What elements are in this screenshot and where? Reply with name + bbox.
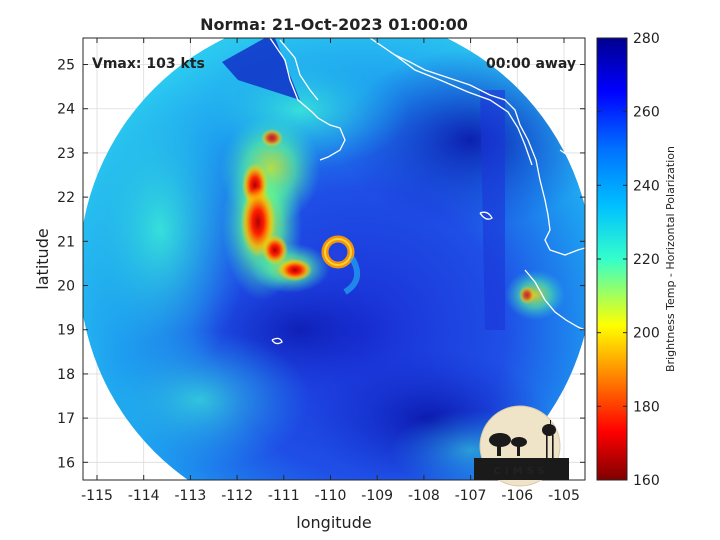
colorbar-tick-label: 200 — [633, 326, 660, 342]
logo-text: CIMSS — [494, 466, 549, 477]
x-tick-label: -115 — [81, 488, 113, 504]
x-axis-ticks: -115 -114 -113 -112 -111 -110 -109 -108 -107 -106… — [81, 38, 580, 504]
colorbar-tick-label: 220 — [633, 252, 660, 268]
y-tick-label: 16 — [57, 455, 75, 471]
y-tick-label: 20 — [57, 279, 75, 295]
x-tick-label: -112 — [221, 488, 253, 504]
x-tick-label: -111 — [268, 488, 300, 504]
colorbar-tick-label: 280 — [633, 31, 660, 47]
y-tick-label: 25 — [57, 58, 75, 74]
x-tick-label: -113 — [175, 488, 207, 504]
x-tick-label: -110 — [315, 488, 347, 504]
x-tick-label: -114 — [128, 488, 160, 504]
colorbar-tick-label: 160 — [633, 473, 660, 489]
colorbar-tick-label: 260 — [633, 105, 660, 121]
y-tick-label: 23 — [57, 146, 75, 162]
chart-title: Norma: 21-Oct-2023 01:00:00 — [200, 15, 468, 34]
y-tick-label: 17 — [57, 411, 75, 427]
cimss-logo: CIMSS — [474, 405, 569, 487]
colorbar-tick-label: 180 — [633, 399, 660, 415]
plot-frame — [82, 37, 586, 481]
x-tick-label: -105 — [548, 488, 580, 504]
y-axis-label: latitude — [33, 228, 52, 289]
x-tick-label: -108 — [408, 488, 440, 504]
y-tick-label: 19 — [57, 323, 75, 339]
vmax-label: Vmax: 103 kts — [92, 56, 205, 72]
y-tick-label: 24 — [57, 102, 75, 118]
colorbar-ticks: 160 180 200 220 240 260 280 — [597, 31, 660, 489]
y-tick-label: 22 — [57, 190, 75, 206]
colorbar-label: Brightness Temp - Horizontal Polarizatio… — [664, 146, 677, 372]
x-tick-label: -106 — [501, 488, 533, 504]
coastlines — [269, 38, 585, 345]
colorbar-tick-label: 240 — [633, 178, 660, 194]
y-tick-label: 18 — [57, 367, 75, 383]
hurricane-eye — [332, 248, 344, 260]
y-tick-label: 21 — [57, 234, 75, 250]
x-tick-label: -109 — [361, 488, 393, 504]
colorbar — [596, 37, 628, 481]
x-axis-label: longitude — [296, 513, 371, 532]
y-axis-ticks: 16 17 18 19 20 21 22 23 24 25 — [57, 58, 585, 471]
time-away-label: 00:00 away — [486, 56, 576, 72]
x-tick-label: -107 — [455, 488, 487, 504]
